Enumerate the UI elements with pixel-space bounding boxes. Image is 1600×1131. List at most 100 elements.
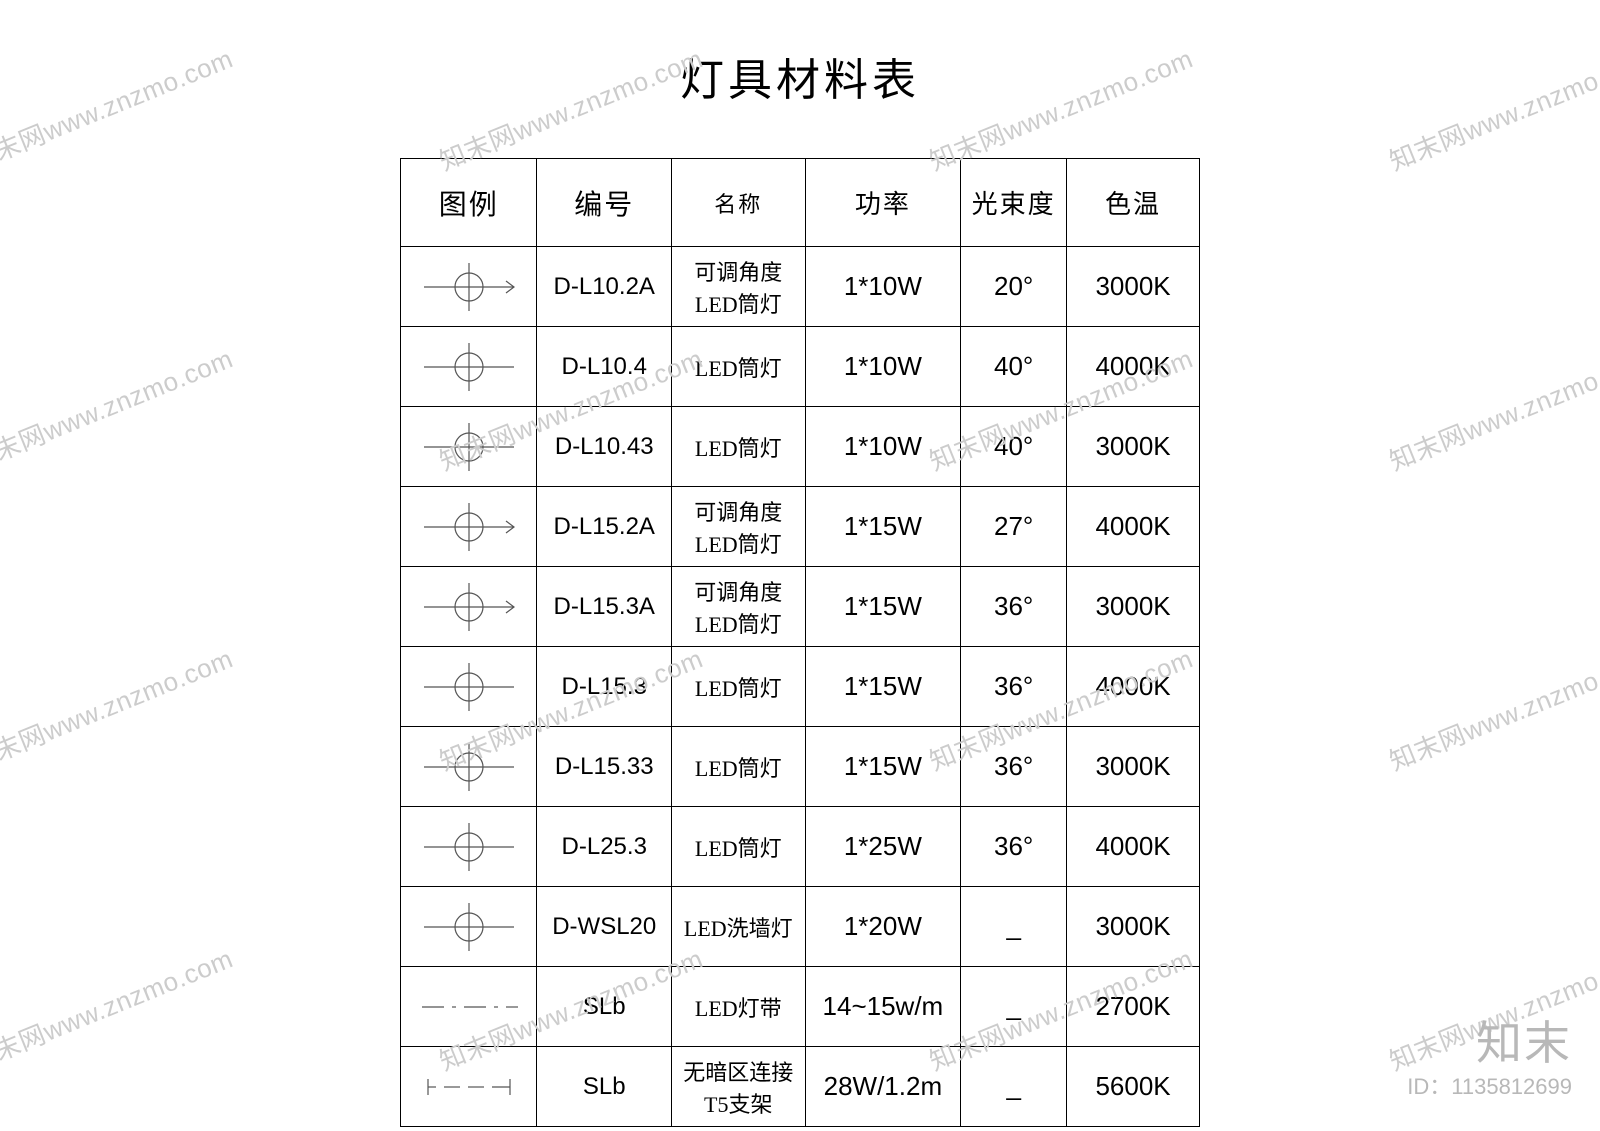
cell-code: D-L15.2A <box>537 487 672 567</box>
cell-cct: 3000K <box>1067 887 1200 967</box>
cell-code: D-L15.3A <box>537 567 672 647</box>
cell-code: D-L25.3 <box>537 807 672 887</box>
legend-symbol <box>407 887 530 966</box>
cell-name: LED筒灯 <box>672 647 805 727</box>
table-row: D-L15.2A可调角度LED筒灯1*15W27°4000K <box>401 487 1200 567</box>
legend-symbol <box>407 967 530 1046</box>
cell-name: LED筒灯 <box>672 727 805 807</box>
cell-legend <box>401 567 537 647</box>
cell-power: 1*10W <box>805 247 961 327</box>
watermark: 知末网www.znzmo.com <box>0 339 238 479</box>
cell-legend <box>401 647 537 727</box>
cell-name: 可调角度LED筒灯 <box>672 567 805 647</box>
col-header-cct: 色温 <box>1067 159 1200 247</box>
watermark: 知末网www.znzmo.com <box>0 639 238 779</box>
cell-cct: 4000K <box>1067 487 1200 567</box>
legend-symbol <box>407 807 530 886</box>
watermark: 知末网www.znzmo.com <box>0 939 238 1079</box>
cell-power: 1*15W <box>805 567 961 647</box>
lighting-materials-table: 图例 编号 名称 功率 光束度 色温 D-L10.2A可调角度LED筒灯1*10… <box>400 158 1200 1127</box>
cell-code: D-L15.33 <box>537 727 672 807</box>
cell-code: SLb <box>537 1047 672 1127</box>
cell-legend <box>401 727 537 807</box>
watermark: 知末网www.znzmo.com <box>1383 639 1600 779</box>
watermark: 知末网www.znzmo.com <box>1383 339 1600 479</box>
cell-legend <box>401 407 537 487</box>
cell-cct: 2700K <box>1067 967 1200 1047</box>
cell-beam: 40° <box>961 407 1067 487</box>
col-header-legend: 图例 <box>401 159 537 247</box>
table-row: D-L10.2A可调角度LED筒灯1*10W20°3000K <box>401 247 1200 327</box>
cell-name: 可调角度LED筒灯 <box>672 487 805 567</box>
cell-cct: 3000K <box>1067 727 1200 807</box>
cell-beam: 40° <box>961 327 1067 407</box>
table-row: D-L15.3A可调角度LED筒灯1*15W36°3000K <box>401 567 1200 647</box>
cell-legend <box>401 1047 537 1127</box>
cell-power: 1*10W <box>805 407 961 487</box>
page-title: 灯具材料表 <box>0 44 1600 108</box>
cell-code: SLb <box>537 967 672 1047</box>
col-header-name: 名称 <box>672 159 805 247</box>
cell-legend <box>401 887 537 967</box>
legend-symbol <box>407 727 530 806</box>
cell-cct: 4000K <box>1067 807 1200 887</box>
legend-symbol <box>407 327 530 406</box>
cell-beam: 36° <box>961 647 1067 727</box>
cell-name: 无暗区连接T5支架 <box>672 1047 805 1127</box>
cell-cct: 5600K <box>1067 1047 1200 1127</box>
cell-cct: 3000K <box>1067 567 1200 647</box>
cell-name: LED灯带 <box>672 967 805 1047</box>
table-row: D-L10.43LED筒灯1*10W40°3000K <box>401 407 1200 487</box>
cell-legend <box>401 487 537 567</box>
cell-code: D-L10.43 <box>537 407 672 487</box>
cell-power: 14~15w/m <box>805 967 961 1047</box>
cell-code: D-WSL20 <box>537 887 672 967</box>
table-row: SLb无暗区连接T5支架28W/1.2m_5600K <box>401 1047 1200 1127</box>
cell-name: 可调角度LED筒灯 <box>672 247 805 327</box>
cell-power: 28W/1.2m <box>805 1047 961 1127</box>
cell-beam: _ <box>961 967 1067 1047</box>
cell-power: 1*10W <box>805 327 961 407</box>
cell-beam: _ <box>961 887 1067 967</box>
cell-code: D-L10.2A <box>537 247 672 327</box>
cell-power: 1*15W <box>805 727 961 807</box>
table-row: D-L15.33LED筒灯1*15W36°3000K <box>401 727 1200 807</box>
legend-symbol <box>407 407 530 486</box>
legend-symbol <box>407 1047 530 1126</box>
col-header-power: 功率 <box>805 159 961 247</box>
legend-symbol <box>407 247 530 326</box>
credit-block: 知末 ID：1135812699 <box>1407 1021 1572 1101</box>
cell-name: LED筒灯 <box>672 407 805 487</box>
cell-power: 1*25W <box>805 807 961 887</box>
cell-beam: 36° <box>961 727 1067 807</box>
table-row: D-WSL20LED洗墙灯1*20W_3000K <box>401 887 1200 967</box>
table-row: D-L15.3LED筒灯1*15W36°4000K <box>401 647 1200 727</box>
cell-cct: 3000K <box>1067 407 1200 487</box>
cell-code: D-L10.4 <box>537 327 672 407</box>
legend-symbol <box>407 487 530 566</box>
cell-beam: 20° <box>961 247 1067 327</box>
cell-legend <box>401 247 537 327</box>
cell-legend <box>401 967 537 1047</box>
cell-name: LED洗墙灯 <box>672 887 805 967</box>
legend-symbol <box>407 647 530 726</box>
table-row: SLbLED灯带14~15w/m_2700K <box>401 967 1200 1047</box>
cell-cct: 3000K <box>1067 247 1200 327</box>
col-header-beam: 光束度 <box>961 159 1067 247</box>
legend-symbol <box>407 567 530 646</box>
cell-code: D-L15.3 <box>537 647 672 727</box>
cell-cct: 4000K <box>1067 327 1200 407</box>
cell-legend <box>401 807 537 887</box>
cell-cct: 4000K <box>1067 647 1200 727</box>
cell-power: 1*15W <box>805 647 961 727</box>
cell-beam: 36° <box>961 567 1067 647</box>
cell-name: LED筒灯 <box>672 327 805 407</box>
credit-label: 知末 <box>1407 1021 1572 1067</box>
cell-power: 1*15W <box>805 487 961 567</box>
cell-beam: 36° <box>961 807 1067 887</box>
cell-beam: 27° <box>961 487 1067 567</box>
credit-id: ID：1135812699 <box>1407 1069 1572 1101</box>
table-row: D-L25.3LED筒灯1*25W36°4000K <box>401 807 1200 887</box>
col-header-code: 编号 <box>537 159 672 247</box>
cell-name: LED筒灯 <box>672 807 805 887</box>
